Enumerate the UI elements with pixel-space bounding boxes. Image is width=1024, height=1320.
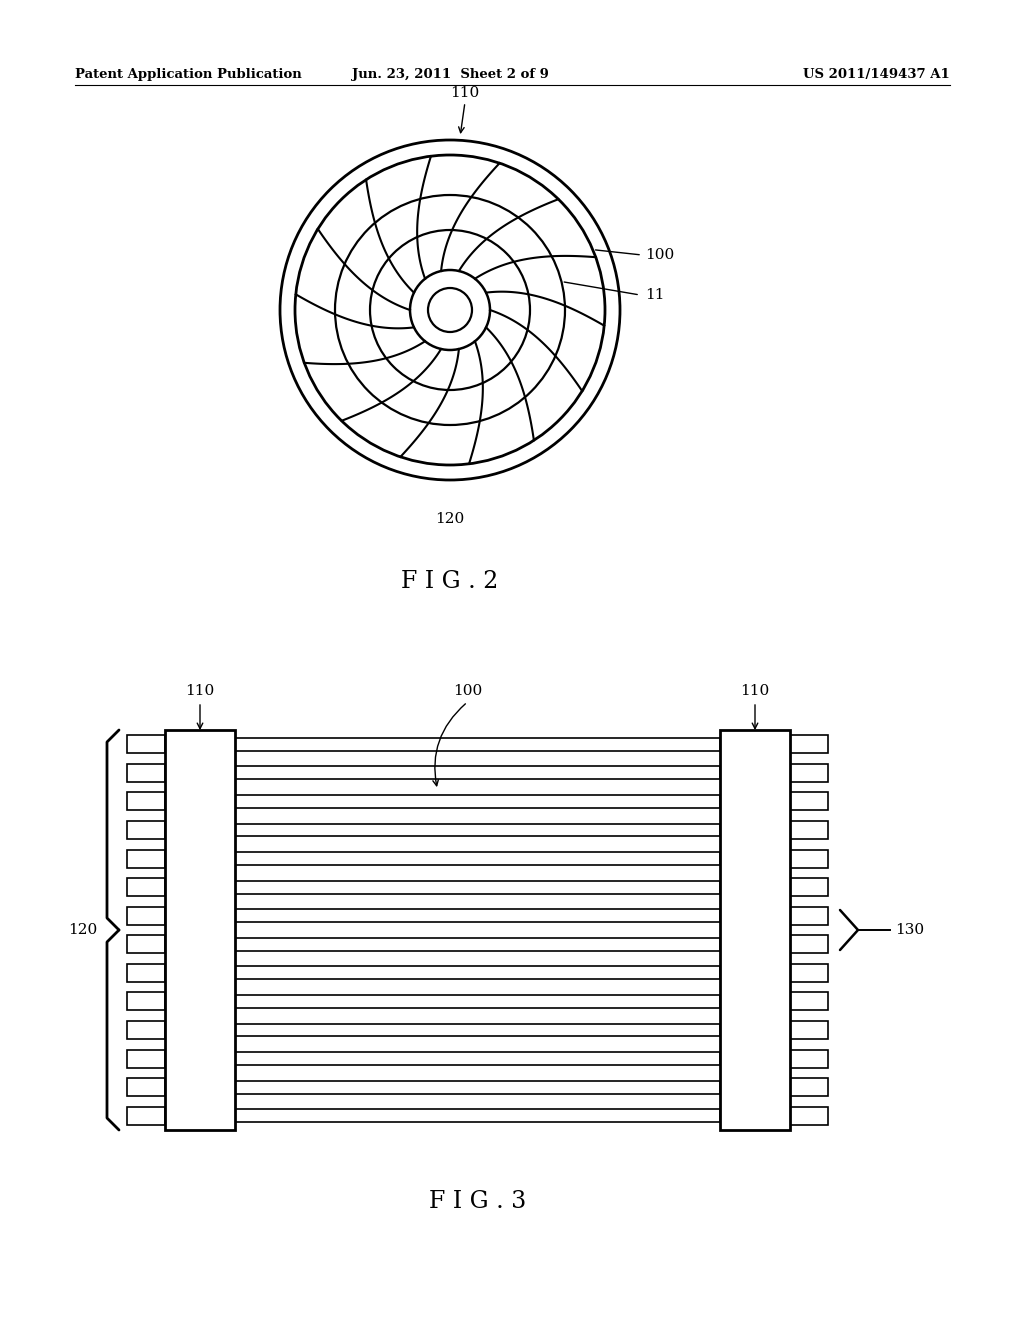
- Text: 120: 120: [435, 512, 465, 525]
- Bar: [127, 964, 165, 982]
- Bar: [127, 878, 165, 896]
- Bar: [127, 993, 165, 1010]
- Bar: [127, 1078, 165, 1096]
- Bar: [234, 795, 720, 808]
- Bar: [234, 853, 720, 865]
- Bar: [790, 907, 828, 925]
- Bar: [790, 878, 828, 896]
- Bar: [234, 937, 720, 950]
- Bar: [234, 824, 720, 837]
- Bar: [234, 767, 720, 779]
- Bar: [127, 907, 165, 925]
- Bar: [127, 1106, 165, 1125]
- Bar: [127, 1020, 165, 1039]
- Text: 120: 120: [68, 923, 97, 937]
- Bar: [165, 730, 234, 1130]
- Bar: [790, 1049, 828, 1068]
- Text: 110: 110: [740, 684, 770, 698]
- Text: 11: 11: [645, 288, 665, 302]
- Text: 100: 100: [645, 248, 674, 261]
- Bar: [790, 1106, 828, 1125]
- Bar: [790, 1078, 828, 1096]
- Text: 110: 110: [185, 684, 215, 698]
- Bar: [790, 964, 828, 982]
- Bar: [234, 1109, 720, 1122]
- Bar: [127, 735, 165, 754]
- Bar: [234, 995, 720, 1008]
- Text: Jun. 23, 2011  Sheet 2 of 9: Jun. 23, 2011 Sheet 2 of 9: [351, 69, 549, 81]
- Bar: [127, 850, 165, 867]
- Bar: [234, 738, 720, 751]
- Bar: [234, 1023, 720, 1036]
- Bar: [790, 850, 828, 867]
- Bar: [127, 792, 165, 810]
- Bar: [790, 764, 828, 781]
- Bar: [720, 730, 790, 1130]
- Text: F I G . 3: F I G . 3: [429, 1191, 526, 1213]
- Bar: [127, 764, 165, 781]
- Text: 100: 100: [453, 684, 482, 698]
- Bar: [127, 1049, 165, 1068]
- Bar: [790, 792, 828, 810]
- Text: US 2011/149437 A1: US 2011/149437 A1: [803, 69, 950, 81]
- Bar: [234, 966, 720, 979]
- Bar: [127, 821, 165, 840]
- Bar: [790, 993, 828, 1010]
- Text: 110: 110: [451, 86, 479, 100]
- Bar: [790, 1020, 828, 1039]
- Bar: [234, 909, 720, 923]
- Bar: [234, 880, 720, 894]
- Bar: [234, 1052, 720, 1065]
- Bar: [234, 1081, 720, 1093]
- Text: 130: 130: [895, 923, 924, 937]
- Bar: [790, 735, 828, 754]
- Bar: [790, 936, 828, 953]
- Bar: [790, 821, 828, 840]
- Bar: [127, 936, 165, 953]
- Text: Patent Application Publication: Patent Application Publication: [75, 69, 302, 81]
- Text: F I G . 2: F I G . 2: [401, 570, 499, 593]
